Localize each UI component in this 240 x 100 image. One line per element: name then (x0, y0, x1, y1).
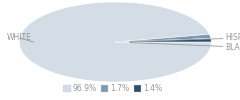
Text: HISPANIC: HISPANIC (130, 34, 240, 42)
Wedge shape (115, 38, 211, 42)
Legend: 96.9%, 1.7%, 1.4%: 96.9%, 1.7%, 1.4% (60, 81, 166, 96)
Wedge shape (115, 34, 211, 42)
Text: WHITE: WHITE (7, 34, 34, 42)
Wedge shape (19, 2, 211, 82)
Text: BLACK: BLACK (130, 42, 240, 52)
